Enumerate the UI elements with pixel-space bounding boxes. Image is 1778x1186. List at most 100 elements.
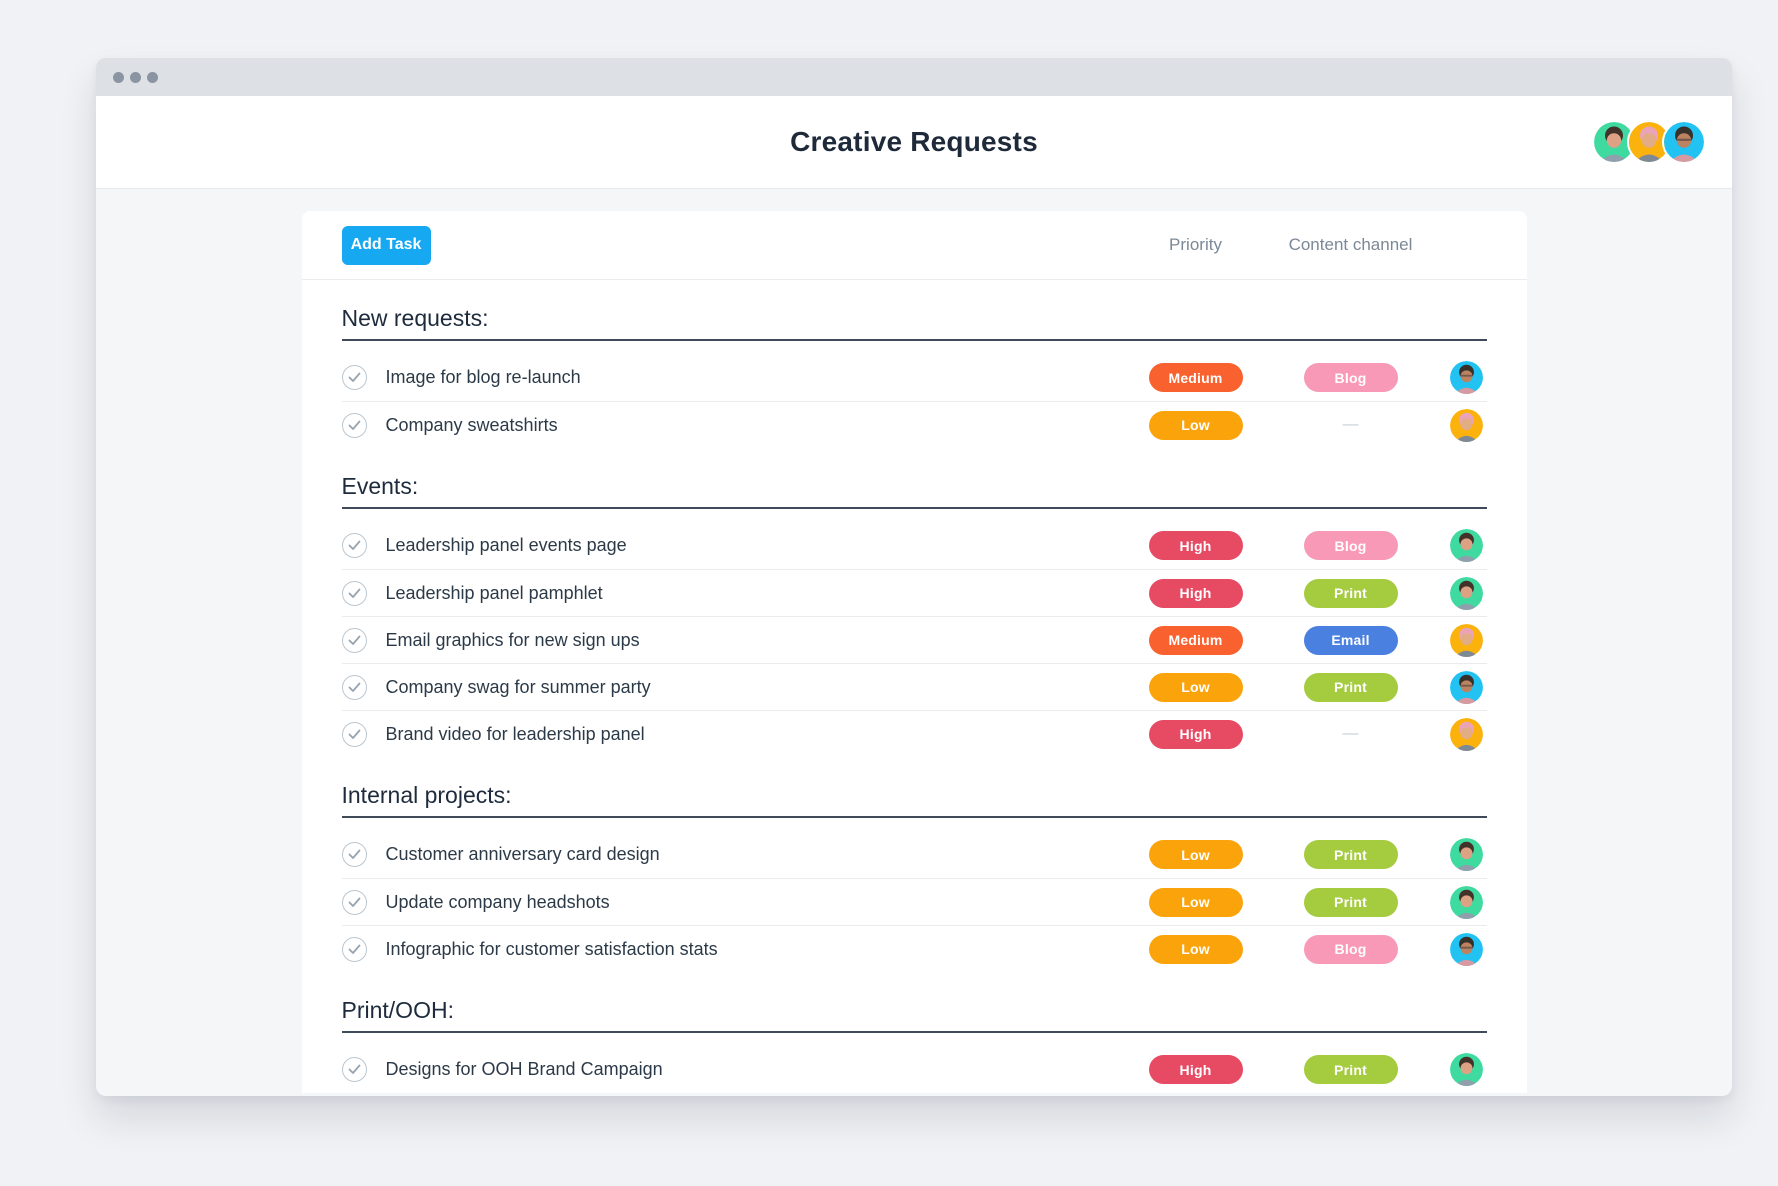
check-icon [348, 944, 360, 954]
person-photo [1664, 122, 1704, 162]
task-label: Company swag for summer party [385, 676, 651, 697]
assignee-avatar[interactable] [1450, 623, 1483, 657]
window-titlebar [96, 58, 1732, 96]
task-complete-check-icon[interactable] [341, 412, 367, 438]
task-complete-check-icon[interactable] [341, 889, 367, 915]
task-complete-check-icon[interactable] [341, 721, 367, 747]
person-photo [1450, 408, 1483, 442]
priority-badge: High [1148, 531, 1243, 560]
assignee-avatar[interactable] [1450, 717, 1483, 751]
assignee-avatar[interactable] [1450, 1053, 1483, 1086]
check-icon [348, 682, 360, 692]
task-label: Email graphics for new sign ups [385, 629, 640, 650]
assignee-avatar[interactable] [1450, 361, 1483, 394]
task-section: Internal projects: Customer anniversary … [341, 757, 1487, 972]
task-row[interactable]: Email graphics for new sign ups Medium E… [341, 616, 1487, 663]
person-photo [1450, 529, 1483, 562]
assignee-avatar[interactable] [1450, 670, 1483, 704]
section-rows: Image for blog re-launch Medium Blog Com [341, 354, 1487, 448]
task-complete-check-icon[interactable] [341, 533, 367, 558]
task-label: Leadership panel events page [385, 535, 627, 555]
task-section: Events: Leadership panel events page Hig… [341, 448, 1487, 757]
task-row[interactable]: Image for blog re-launch Medium Blog [341, 354, 1487, 401]
priority-badge: High [1148, 719, 1243, 749]
task-label: Designs for OOH Brand Campaign [385, 1059, 663, 1079]
section-rows: Designs for OOH Brand Campaign High Prin… [341, 1046, 1487, 1093]
app-window: Creative Requests Add Task Priority Cont… [96, 58, 1732, 1096]
check-icon [348, 420, 360, 430]
header-avatar[interactable] [1664, 122, 1704, 162]
priority-badge: Medium [1148, 625, 1243, 655]
priority-badge: Low [1148, 410, 1243, 440]
channel-badge: Print [1303, 672, 1398, 702]
section-underline [341, 339, 1487, 341]
channel-badge: Blog [1303, 934, 1398, 964]
person-photo [1450, 717, 1483, 751]
task-row[interactable]: Leadership panel pamphlet High Print [341, 569, 1487, 616]
task-complete-check-icon[interactable] [341, 936, 367, 962]
section-rows: Leadership panel events page High Blog L [341, 522, 1487, 757]
assignee-avatar[interactable] [1450, 838, 1483, 871]
task-row[interactable]: Leadership panel events page High Blog [341, 522, 1487, 569]
assignee-avatar[interactable] [1450, 529, 1483, 562]
priority-badge: High [1148, 578, 1243, 608]
task-complete-check-icon[interactable] [341, 674, 367, 700]
task-complete-check-icon[interactable] [341, 842, 367, 867]
channel-badge: Print [1303, 887, 1398, 917]
card-toolbar: Add Task Priority Content channel [301, 211, 1527, 280]
check-icon [348, 1064, 360, 1074]
priority-badge: High [1148, 1055, 1243, 1084]
channel-badge: Print [1303, 1055, 1398, 1084]
task-row[interactable]: Update company headshots Low Print [341, 878, 1487, 925]
assignee-avatar[interactable] [1450, 932, 1483, 966]
channel-empty-dash: — [1342, 416, 1359, 433]
add-task-button[interactable]: Add Task [341, 225, 431, 265]
channel-badge: Print [1303, 840, 1398, 869]
task-label: Image for blog re-launch [385, 367, 581, 387]
window-control-dot[interactable] [113, 71, 124, 83]
window-control-dot[interactable] [147, 71, 158, 83]
person-photo [1450, 361, 1483, 394]
section-title: Internal projects: [341, 782, 512, 808]
check-icon [348, 588, 360, 598]
person-photo [1450, 576, 1483, 610]
header-avatar[interactable] [1594, 122, 1634, 162]
task-complete-check-icon[interactable] [341, 627, 367, 653]
page-title: Creative Requests [790, 126, 1038, 157]
channel-badge: Email [1303, 625, 1398, 655]
channel-badge: Print [1303, 578, 1398, 608]
priority-badge: Low [1148, 934, 1243, 964]
sections: New requests: Image for blog re-launch M… [302, 280, 1527, 1093]
team-avatar-stack [1594, 122, 1704, 162]
task-complete-check-icon[interactable] [341, 580, 367, 606]
assignee-avatar[interactable] [1450, 885, 1483, 919]
channel-column-header: Content channel [1288, 235, 1413, 254]
channel-badge: Blog [1303, 363, 1398, 392]
task-section: New requests: Image for blog re-launch M… [341, 280, 1487, 448]
person-photo [1450, 623, 1483, 657]
task-row[interactable]: Company sweatshirts Low — [341, 401, 1487, 448]
task-label: Leadership panel pamphlet [385, 582, 603, 603]
task-row[interactable]: Company swag for summer party Low Print [341, 663, 1487, 710]
task-row[interactable]: Brand video for leadership panel High — [341, 710, 1487, 757]
task-label: Brand video for leadership panel [385, 723, 645, 744]
app-header: Creative Requests [96, 96, 1732, 189]
channel-empty-dash: — [1342, 725, 1359, 742]
task-label: Company sweatshirts [385, 414, 558, 435]
task-row[interactable]: Infographic for customer satisfaction st… [341, 925, 1487, 972]
person-photo [1629, 122, 1669, 162]
task-complete-check-icon[interactable] [341, 1057, 367, 1082]
check-icon [348, 540, 360, 550]
task-section: Print/OOH: Designs for OOH Brand Campaig… [341, 972, 1487, 1093]
assignee-avatar[interactable] [1450, 408, 1483, 442]
task-row[interactable]: Designs for OOH Brand Campaign High Prin… [341, 1046, 1487, 1093]
person-photo [1450, 670, 1483, 704]
header-avatar[interactable] [1629, 122, 1669, 162]
person-photo [1594, 122, 1634, 162]
task-row[interactable]: Customer anniversary card design Low Pri… [341, 831, 1487, 878]
assignee-avatar[interactable] [1450, 576, 1483, 610]
check-icon [348, 897, 360, 907]
task-complete-check-icon[interactable] [341, 365, 367, 390]
check-icon [348, 635, 360, 645]
window-control-dot[interactable] [130, 71, 141, 83]
